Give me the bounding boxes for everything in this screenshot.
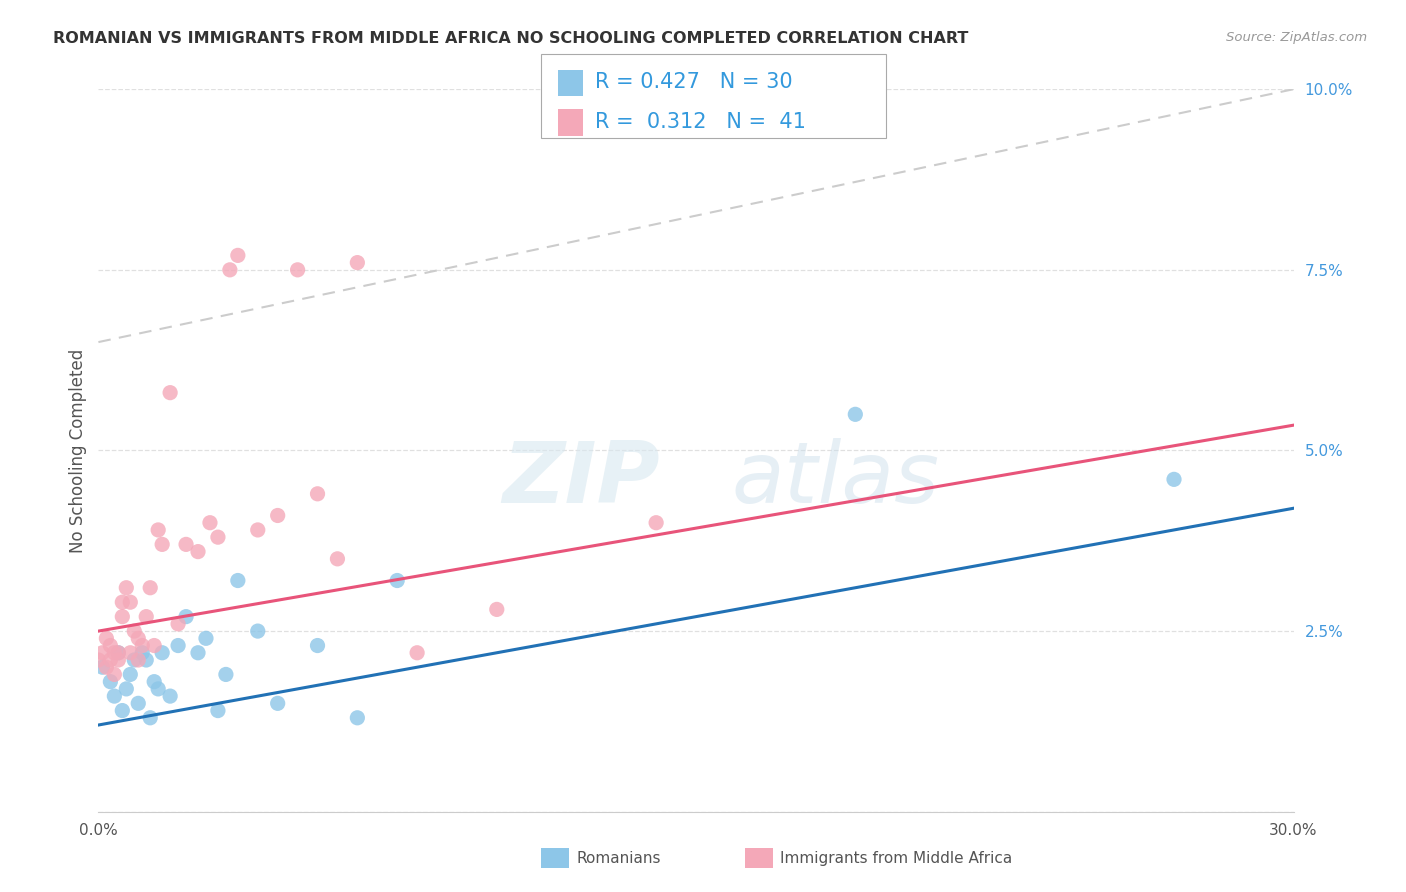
Point: [103, 667, 125, 681]
Point: [135, 609, 157, 624]
Point: [215, 667, 238, 681]
Point: [131, 646, 153, 660]
Point: [187, 646, 209, 660]
Point: [139, 581, 162, 595]
Point: [307, 639, 329, 653]
Point: [844, 407, 866, 422]
Point: [120, 646, 142, 660]
Point: [159, 689, 181, 703]
Point: [174, 609, 197, 624]
Point: [1163, 472, 1185, 486]
Point: [120, 595, 142, 609]
Point: [115, 681, 138, 696]
Point: [187, 544, 209, 558]
Point: [98, 653, 122, 667]
Point: [139, 711, 162, 725]
Point: [98, 674, 122, 689]
Point: [219, 263, 242, 277]
Point: [226, 248, 249, 262]
Point: [127, 653, 149, 667]
Point: [96, 632, 118, 646]
Point: [246, 523, 269, 537]
Point: [120, 667, 142, 681]
Point: [91, 660, 114, 674]
Point: [127, 697, 149, 711]
Point: [198, 516, 221, 530]
Point: [167, 639, 190, 653]
Point: [103, 646, 125, 660]
Point: [346, 711, 368, 725]
Text: R =  0.312   N =  41: R = 0.312 N = 41: [595, 112, 806, 132]
Point: [207, 704, 229, 718]
Point: [195, 632, 218, 646]
Point: [167, 616, 190, 631]
Point: [148, 523, 170, 537]
Point: [111, 609, 134, 624]
Point: [485, 602, 508, 616]
Point: [159, 385, 181, 400]
Text: Source: ZipAtlas.com: Source: ZipAtlas.com: [1226, 31, 1367, 45]
Point: [103, 689, 125, 703]
Point: [246, 624, 269, 639]
Text: Romanians: Romanians: [576, 851, 661, 865]
Point: [87, 653, 110, 667]
Point: [150, 537, 173, 551]
Point: [346, 255, 368, 269]
Point: [124, 653, 146, 667]
Point: [385, 574, 409, 588]
Point: [143, 639, 166, 653]
Point: [111, 595, 134, 609]
Point: [150, 646, 173, 660]
Point: [326, 551, 349, 566]
Text: R = 0.427   N = 30: R = 0.427 N = 30: [595, 72, 793, 92]
Point: [124, 624, 146, 639]
Point: [645, 516, 668, 530]
Point: [131, 639, 153, 653]
Point: [127, 632, 149, 646]
Point: [267, 697, 290, 711]
Point: [143, 674, 166, 689]
Text: ZIP: ZIP: [502, 438, 661, 521]
Point: [406, 646, 429, 660]
Point: [111, 704, 134, 718]
Text: ROMANIAN VS IMMIGRANTS FROM MIDDLE AFRICA NO SCHOOLING COMPLETED CORRELATION CHA: ROMANIAN VS IMMIGRANTS FROM MIDDLE AFRIC…: [53, 31, 969, 46]
Point: [207, 530, 229, 544]
Point: [148, 681, 170, 696]
Point: [226, 574, 249, 588]
Point: [307, 487, 329, 501]
Point: [107, 646, 129, 660]
Point: [96, 660, 118, 674]
Point: [287, 263, 309, 277]
Point: [135, 653, 157, 667]
Point: [115, 581, 138, 595]
Point: [98, 639, 122, 653]
Point: [267, 508, 290, 523]
Point: [107, 646, 129, 660]
Text: Immigrants from Middle Africa: Immigrants from Middle Africa: [780, 851, 1012, 865]
Point: [107, 653, 129, 667]
Point: [91, 646, 114, 660]
Point: [174, 537, 197, 551]
Y-axis label: No Schooling Completed: No Schooling Completed: [69, 349, 87, 552]
Text: atlas: atlas: [733, 438, 939, 521]
